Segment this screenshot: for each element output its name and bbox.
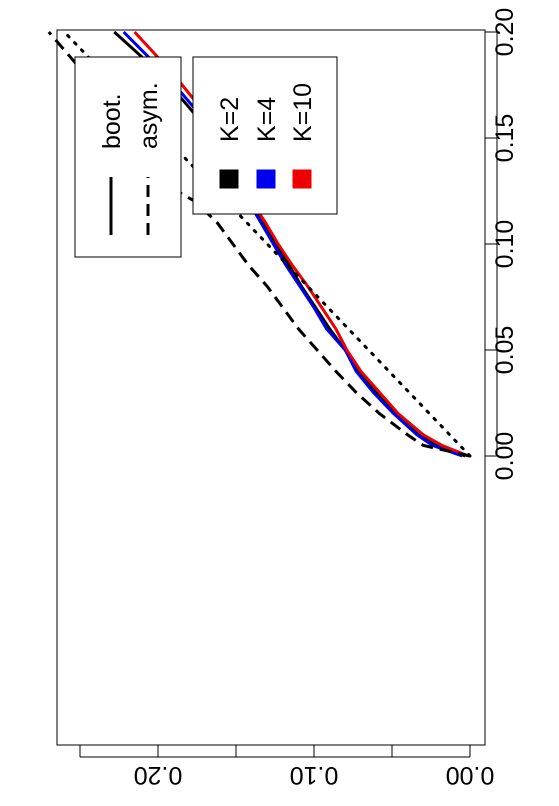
x-tick-label: 0.00 — [491, 432, 519, 481]
y-tick-label: 0.10 — [290, 761, 339, 789]
legend-layer: boot. asym. K=2 K=4 K=10 — [74, 56, 338, 258]
x-tick-label: 0.05 — [491, 326, 519, 375]
x-tick-label: 0.20 — [491, 8, 519, 57]
legend-swatch — [256, 169, 276, 189]
legend-label: asym. — [135, 82, 163, 149]
legend-label: K=2 — [216, 97, 244, 142]
legend-label: K=10 — [289, 83, 317, 142]
y-tick-label: 0.00 — [446, 761, 495, 789]
y-tick-label: 0.20 — [134, 761, 183, 789]
legend-styles-box — [74, 56, 182, 258]
x-tick-label: 0.10 — [491, 220, 519, 269]
legend-label: boot. — [98, 93, 126, 149]
legend-label: K=4 — [253, 97, 281, 142]
legend-swatch — [292, 169, 312, 189]
legend-swatch — [219, 169, 239, 189]
series-k2-asym — [47, 31, 471, 458]
plot-frame — [56, 29, 486, 746]
axis-layer: 0.00 0.05 0.10 0.15 0.20 0.00 0.10 0.20 — [56, 8, 519, 789]
x-tick-label: 0.15 — [491, 114, 519, 163]
